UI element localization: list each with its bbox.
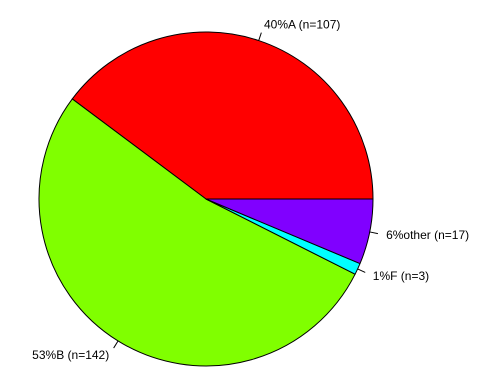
pie-slice-b [38,98,356,367]
pie-labels: 40%A (n=107) 53%B (n=142) 1%F (n=3) 6%other… [32,18,469,362]
pie-slices [38,31,374,367]
pie-leader-other [369,231,379,235]
pie-label-other: 6%other (n=17) [386,228,469,242]
pie-slice-other [205,198,374,265]
pie-leader-f [357,268,366,273]
pie-leader-lines [113,32,379,349]
pie-label-b: 53%B (n=142) [32,348,109,362]
pie-label-a: 40%A (n=107) [264,18,340,32]
pie-leader-a [258,32,262,41]
pie-leader-b [113,340,119,349]
pie-slice-a [71,31,374,200]
pie-label-f: 1%F (n=3) [373,269,429,283]
